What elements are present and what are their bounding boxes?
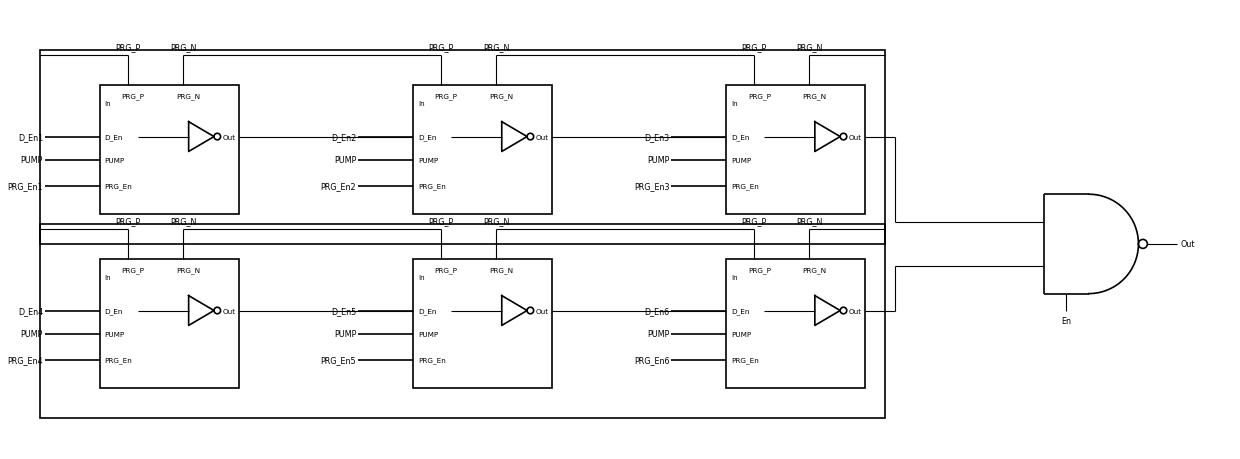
Text: PRG_En1: PRG_En1 (7, 182, 43, 191)
Text: PRG_N: PRG_N (802, 93, 827, 100)
Text: PUMP: PUMP (334, 156, 356, 165)
Text: PRG_En3: PRG_En3 (634, 182, 670, 191)
Bar (725, 259, 866, 388)
Text: Out: Out (223, 134, 236, 140)
Bar (725, 86, 866, 215)
Text: PRG_N: PRG_N (796, 217, 822, 225)
Text: In: In (104, 274, 112, 280)
Text: PUMP: PUMP (104, 157, 125, 163)
Text: PRG_N: PRG_N (796, 43, 822, 52)
Text: D_En1: D_En1 (17, 133, 43, 142)
Text: PUMP: PUMP (21, 330, 43, 339)
Text: D_En: D_En (104, 308, 123, 314)
Text: D_En4: D_En4 (17, 306, 43, 315)
Text: PRG_N: PRG_N (170, 217, 196, 225)
Text: PRG_P: PRG_P (428, 217, 454, 225)
Text: In: In (418, 101, 424, 106)
Bar (99, 259, 239, 388)
Text: PRG_P: PRG_P (122, 267, 145, 274)
Text: PRG_N: PRG_N (484, 217, 510, 225)
Text: Out: Out (223, 308, 236, 314)
Text: PRG_P: PRG_P (742, 217, 766, 225)
Text: PUMP: PUMP (418, 331, 438, 337)
Text: PRG_En: PRG_En (418, 183, 445, 190)
Text: D_En: D_En (730, 308, 749, 314)
Text: PRG_N: PRG_N (802, 267, 827, 274)
Text: PRG_P: PRG_P (748, 267, 771, 274)
Text: PRG_P: PRG_P (435, 93, 458, 100)
Text: D_En: D_En (418, 308, 436, 314)
Text: PUMP: PUMP (21, 156, 43, 165)
Text: PRG_N: PRG_N (490, 267, 513, 274)
Text: PUMP: PUMP (730, 157, 751, 163)
Text: PRG_N: PRG_N (484, 43, 510, 52)
Text: PRG_N: PRG_N (176, 267, 201, 274)
Text: Out: Out (536, 308, 549, 314)
Text: PRG_N: PRG_N (170, 43, 196, 52)
Text: D_En2: D_En2 (331, 133, 356, 142)
Text: PRG_N: PRG_N (176, 93, 201, 100)
Text: PUMP: PUMP (334, 330, 356, 339)
Text: PUMP: PUMP (647, 156, 670, 165)
Bar (413, 259, 552, 388)
Text: D_En: D_En (104, 134, 123, 140)
Text: PUMP: PUMP (104, 331, 125, 337)
Text: PRG_En6: PRG_En6 (634, 355, 670, 364)
Text: PUMP: PUMP (418, 157, 438, 163)
Text: Out: Out (1180, 240, 1194, 249)
Text: PRG_En: PRG_En (104, 357, 133, 363)
Text: PRG_En5: PRG_En5 (321, 355, 356, 364)
Text: D_En: D_En (418, 134, 436, 140)
Text: PRG_En: PRG_En (730, 357, 759, 363)
Text: PRG_En4: PRG_En4 (7, 355, 43, 364)
Text: Out: Out (849, 308, 862, 314)
Text: In: In (730, 101, 738, 106)
Text: PRG_P: PRG_P (742, 43, 766, 52)
Text: PRG_N: PRG_N (490, 93, 513, 100)
Text: PRG_P: PRG_P (428, 43, 454, 52)
Text: D_En5: D_En5 (331, 306, 356, 315)
Text: PRG_P: PRG_P (435, 267, 458, 274)
Bar (40, 224, 885, 418)
Text: Out: Out (536, 134, 549, 140)
Text: D_En3: D_En3 (644, 133, 670, 142)
Text: En: En (1061, 317, 1071, 326)
Text: D_En: D_En (730, 134, 749, 140)
Text: In: In (104, 101, 112, 106)
Text: PRG_En: PRG_En (104, 183, 133, 190)
Text: In: In (730, 274, 738, 280)
Text: PRG_P: PRG_P (115, 217, 140, 225)
Bar (99, 86, 239, 215)
Text: PRG_P: PRG_P (115, 43, 140, 52)
Text: PUMP: PUMP (730, 331, 751, 337)
Bar (40, 51, 885, 244)
Text: PRG_En2: PRG_En2 (321, 182, 356, 191)
Text: PRG_P: PRG_P (748, 93, 771, 100)
Bar (413, 86, 552, 215)
Text: PUMP: PUMP (647, 330, 670, 339)
Text: Out: Out (849, 134, 862, 140)
Text: PRG_P: PRG_P (122, 93, 145, 100)
Text: PRG_En: PRG_En (418, 357, 445, 363)
Text: In: In (418, 274, 424, 280)
Text: D_En6: D_En6 (644, 306, 670, 315)
Text: PRG_En: PRG_En (730, 183, 759, 190)
